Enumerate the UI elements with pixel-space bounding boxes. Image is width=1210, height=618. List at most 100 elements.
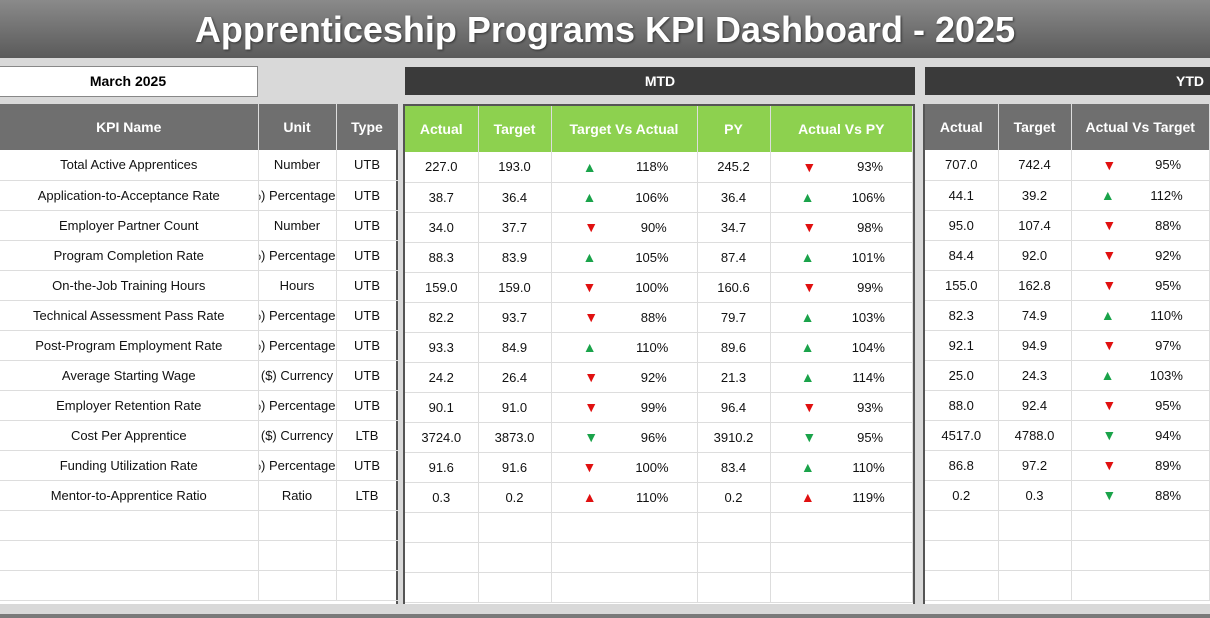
ytd-actual-vs-target: ▼ 95% <box>1071 270 1210 301</box>
mtd-target: 91.0 <box>478 392 552 423</box>
table-row: 95.0 107.4 ▼ 88% <box>925 210 1210 241</box>
kpi-unit: Percentage (%) <box>258 330 337 361</box>
target-vs-actual: ▲ 105% <box>551 242 698 273</box>
ytd-actual-vs-target: ▼ 95% <box>1071 150 1210 181</box>
triangle-down-icon: ▼ <box>1102 277 1117 293</box>
actual-vs-py: ▼ 95% <box>770 422 913 453</box>
table-row <box>405 512 913 543</box>
empty-cell <box>998 540 1072 571</box>
table-row: 3724.0 3873.0 ▼ 96% 3910.2 ▼ 95% <box>405 422 913 453</box>
mtd-actual: 3724.0 <box>405 422 479 453</box>
empty-cell <box>925 540 999 571</box>
percent-value: 92% <box>640 369 667 385</box>
mtd-target: 36.4 <box>478 182 552 213</box>
percent-value: 106% <box>851 189 885 205</box>
percent-value: 88% <box>640 309 667 325</box>
ytd-actual-vs-target: ▼ 92% <box>1071 240 1210 271</box>
empty-cell <box>770 542 913 573</box>
table-row: Total Active Apprentices Number UTB <box>0 150 399 181</box>
target-vs-actual: ▼ 100% <box>551 452 698 483</box>
percent-value: 95% <box>857 429 884 445</box>
triangle-up-icon: ▲ <box>800 369 815 385</box>
triangle-down-icon: ▼ <box>582 459 597 475</box>
ytd-actual: 95.0 <box>925 210 999 241</box>
mtd-py: 34.7 <box>697 212 771 243</box>
empty-cell <box>1071 540 1210 571</box>
empty-cell <box>0 570 259 601</box>
triangle-down-icon: ▼ <box>802 158 817 175</box>
percent-value: 110% <box>636 339 669 355</box>
table-row: Technical Assessment Pass Rate Percentage… <box>0 300 399 331</box>
kpi-name: Application-to-Acceptance Rate <box>0 180 259 211</box>
target-vs-actual: ▲ 110% <box>551 332 698 363</box>
table-row: 707.0 742.4 ▼ 95% <box>925 150 1210 181</box>
table-row: 25.0 24.3 ▲ 103% <box>925 360 1210 391</box>
percent-value: 100% <box>635 279 669 295</box>
table-row: 90.1 91.0 ▼ 99% 96.4 ▼ 93% <box>405 392 913 423</box>
empty-cell <box>405 542 479 573</box>
table-row: 34.0 37.7 ▼ 90% 34.7 ▼ 98% <box>405 212 913 243</box>
ytd-actual-vs-target: ▲ 110% <box>1071 300 1210 331</box>
column-header-actual: Actual <box>405 106 479 152</box>
empty-cell <box>478 572 552 603</box>
target-vs-actual: ▲ 106% <box>551 182 698 213</box>
empty-cell <box>1071 570 1210 601</box>
percent-value: 119% <box>852 489 885 505</box>
ytd-actual: 44.1 <box>925 180 999 211</box>
triangle-down-icon: ▼ <box>584 219 599 235</box>
kpi-unit: Hours <box>258 270 337 301</box>
mtd-py: 79.7 <box>697 302 771 333</box>
percent-value: 98% <box>857 219 884 235</box>
kpi-name: Post-Program Employment Rate <box>0 330 259 361</box>
mtd-actual: 93.3 <box>405 332 479 363</box>
empty-cell <box>0 540 259 571</box>
kpi-type: UTB <box>336 390 399 421</box>
kpi-info-table: KPI Name Unit Type Total Active Apprentices… <box>0 104 399 601</box>
empty-cell <box>405 572 479 603</box>
column-header-target: Target <box>478 106 552 152</box>
percent-value: 88% <box>1155 217 1182 233</box>
kpi-unit: Number <box>258 150 337 181</box>
mtd-actual: 90.1 <box>405 392 479 423</box>
kpi-info-panel: KPI Name Unit Type Total Active Apprentices… <box>0 104 399 604</box>
mtd-panel: Actual Target Target Vs Actual PY Actual Vs … <box>403 104 915 604</box>
ytd-target: 24.3 <box>998 360 1072 391</box>
table-row: 38.7 36.4 ▲ 106% 36.4 ▲ 106% <box>405 182 913 213</box>
table-row: 92.1 94.9 ▼ 97% <box>925 330 1210 361</box>
target-vs-actual: ▼ 92% <box>551 362 698 393</box>
table-row <box>0 570 399 601</box>
percent-value: 105% <box>635 249 669 265</box>
column-header-kpi-name: KPI Name <box>0 104 259 150</box>
kpi-type: LTB <box>336 480 399 511</box>
triangle-down-icon: ▼ <box>802 399 817 415</box>
actual-vs-py: ▲ 119% <box>770 482 913 513</box>
kpi-unit: Number <box>258 210 337 241</box>
triangle-down-icon: ▼ <box>1102 247 1117 263</box>
mtd-actual: 34.0 <box>405 212 479 243</box>
table-row: 0.2 0.3 ▼ 88% <box>925 480 1210 511</box>
table-row <box>925 510 1210 541</box>
triangle-down-icon: ▼ <box>1102 487 1117 503</box>
triangle-down-icon: ▼ <box>1102 457 1117 473</box>
kpi-name: Program Completion Rate <box>0 240 259 271</box>
kpi-type: UTB <box>336 330 399 361</box>
mtd-py: 245.2 <box>697 152 771 183</box>
triangle-up-icon: ▲ <box>1100 367 1115 383</box>
table-row <box>925 570 1210 601</box>
ytd-table: Actual Target Actual Vs Target 707.0 742.4 ▼ 9… <box>925 104 1210 601</box>
percent-value: 95% <box>1155 277 1182 293</box>
target-vs-actual: ▲ 110% <box>551 482 698 513</box>
mtd-actual: 82.2 <box>405 302 479 333</box>
kpi-type: UTB <box>336 360 399 391</box>
percent-value: 95% <box>1155 397 1182 413</box>
ytd-target: 4788.0 <box>998 420 1072 451</box>
mtd-target: 84.9 <box>478 332 552 363</box>
empty-cell <box>770 572 913 603</box>
table-row: 24.2 26.4 ▼ 92% 21.3 ▲ 114% <box>405 362 913 393</box>
month-selector[interactable]: March 2025 <box>0 66 258 97</box>
triangle-down-icon: ▼ <box>802 429 817 445</box>
mtd-py: 160.6 <box>697 272 771 303</box>
triangle-down-icon: ▼ <box>1102 427 1117 443</box>
ytd-target: 74.9 <box>998 300 1072 331</box>
